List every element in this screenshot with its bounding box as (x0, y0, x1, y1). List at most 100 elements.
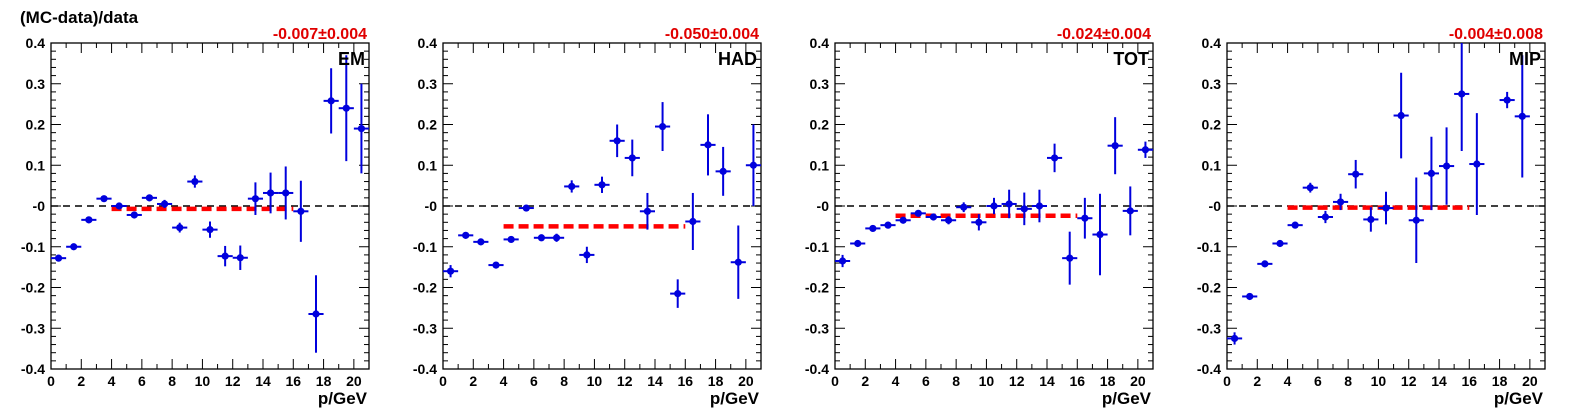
x-tick-label: 4 (500, 373, 508, 389)
marker (206, 226, 214, 234)
data-point (685, 192, 701, 251)
y-tick-label: -0.2 (413, 280, 437, 296)
data-point (715, 146, 731, 196)
marker (613, 137, 621, 145)
x-tick-label: 2 (861, 373, 869, 389)
y-tick-label: -0.3 (1197, 320, 1221, 336)
x-tick-label: 16 (1461, 373, 1477, 389)
data-point (458, 231, 474, 239)
x-tick-label: 8 (1344, 373, 1352, 389)
data-point (594, 176, 610, 193)
data-point (1302, 182, 1318, 193)
data-point (1227, 332, 1243, 345)
marker (160, 200, 169, 208)
x-tick-label: 16 (1069, 373, 1085, 389)
data-point (157, 199, 173, 209)
x-tick-label: 18 (1100, 373, 1116, 389)
data-point (670, 279, 686, 308)
marker (1066, 254, 1074, 262)
data-point (1016, 192, 1032, 226)
marker (266, 189, 275, 197)
data-point (1092, 193, 1108, 276)
x-tick-label: 8 (952, 373, 960, 389)
marker (446, 267, 455, 275)
marker (704, 141, 712, 149)
data-point (609, 124, 625, 158)
x-tick-label: 10 (979, 373, 995, 389)
data-point (1001, 189, 1017, 219)
data-point (217, 245, 233, 267)
data-point (247, 182, 263, 215)
panel-em: 0 2 4 6 8 10 12 14 16 18 20 -0.4 -0.3 -0.2 -0.1 -0 0.1 0.… (21, 26, 370, 408)
marker (1306, 184, 1314, 192)
marker (327, 97, 335, 105)
y-tick-label: -0.1 (413, 239, 437, 255)
data-point (1317, 210, 1333, 224)
data-point (865, 224, 881, 233)
y-tick-label: -0.1 (1197, 239, 1221, 255)
x-tick-label: 6 (922, 373, 930, 389)
x-tick-label: 4 (892, 373, 900, 389)
marker (1442, 162, 1451, 170)
marker (1518, 112, 1526, 120)
x-tick-label: 2 (77, 373, 85, 389)
y-tick-label: 0.4 (418, 35, 438, 51)
marker (674, 290, 682, 298)
marker (297, 207, 305, 215)
panel-label: TOT (1113, 49, 1149, 69)
data-point (96, 195, 112, 203)
data-point (1333, 193, 1349, 211)
data-point (323, 68, 339, 134)
x-tick-label: 6 (138, 373, 146, 389)
panel-label: MIP (1509, 49, 1541, 69)
y-tick-label: -0 (33, 198, 46, 214)
marker (1246, 292, 1254, 301)
data-point (730, 225, 746, 299)
marker (734, 258, 742, 266)
x-axis-title: p/GeV (318, 389, 368, 408)
data-point (141, 194, 157, 202)
marker (929, 213, 938, 221)
x-tick-label: 20 (738, 373, 754, 389)
marker (944, 216, 953, 224)
marker (462, 231, 470, 239)
data-point (1393, 72, 1409, 159)
data-point (564, 180, 580, 193)
panel-had: 0 2 4 6 8 10 12 14 16 18 20 -0.4 -0.3 -0.2 -0.1 -0 0.1 0.… (413, 26, 762, 408)
data-point (700, 114, 716, 176)
marker (914, 209, 922, 217)
marker (312, 310, 320, 318)
marker (1005, 200, 1013, 208)
data-point (518, 204, 534, 212)
x-tick-label: 0 (1223, 373, 1231, 389)
data-point (111, 202, 127, 210)
marker (477, 238, 485, 246)
data-point (1469, 113, 1485, 215)
data-point (1062, 231, 1078, 285)
data-point (293, 180, 309, 242)
marker (342, 104, 350, 112)
marker (537, 234, 546, 242)
marker (990, 202, 998, 210)
marker (960, 203, 968, 211)
fit-value-label: -0.050±0.004 (665, 26, 759, 43)
data-point (956, 202, 972, 213)
marker (1458, 90, 1466, 98)
x-tick-label: 10 (587, 373, 603, 389)
y-tick-label: -0.4 (413, 361, 437, 377)
panel-label: EM (338, 49, 365, 69)
x-tick-label: 20 (1522, 373, 1538, 389)
marker (658, 122, 667, 131)
marker (236, 254, 244, 262)
marker (1230, 334, 1239, 343)
data-point (443, 265, 459, 278)
y-tick-label: -0 (425, 198, 438, 214)
marker (838, 257, 847, 265)
marker (869, 224, 877, 233)
marker (568, 182, 576, 191)
marker (1352, 170, 1360, 178)
x-tick-label: 12 (617, 373, 633, 389)
data-point (308, 275, 324, 353)
data-point (655, 102, 671, 151)
marker (884, 221, 892, 229)
